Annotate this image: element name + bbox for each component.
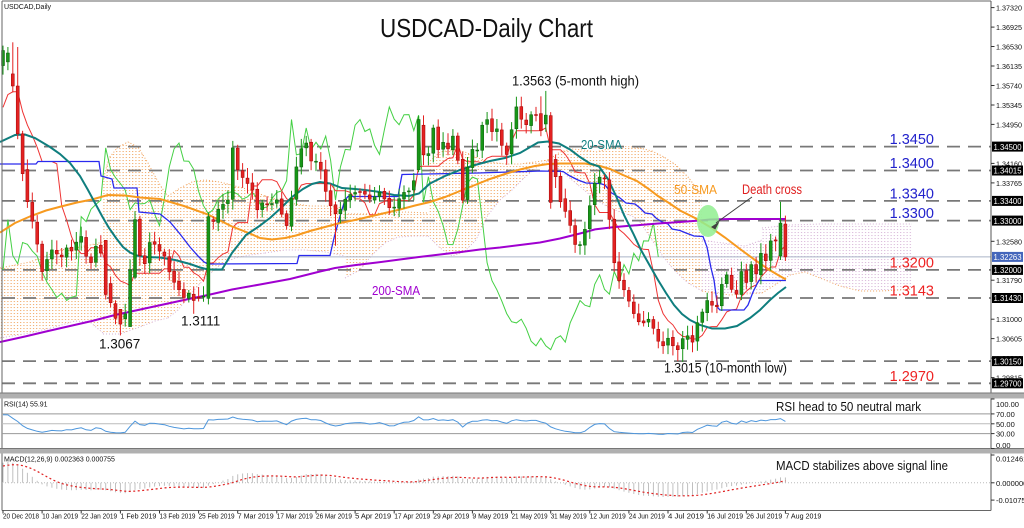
svg-text:0.00: 0.00 — [996, 441, 1011, 450]
svg-text:1.3400: 1.3400 — [890, 156, 934, 172]
svg-text:Death cross: Death cross — [742, 182, 802, 197]
svg-text:1.33400: 1.33400 — [994, 197, 1023, 206]
svg-text:17 Apr 2019: 17 Apr 2019 — [394, 514, 430, 521]
svg-text:20 Dec 2018: 20 Dec 2018 — [3, 514, 39, 521]
svg-text:1 Feb 2019: 1 Feb 2019 — [120, 514, 156, 521]
svg-text:30.00: 30.00 — [996, 430, 1015, 439]
svg-text:200-SMA: 200-SMA — [372, 284, 421, 298]
svg-text:1.35345: 1.35345 — [996, 101, 1022, 110]
svg-text:50.00: 50.00 — [996, 420, 1015, 429]
svg-text:1.3111: 1.3111 — [181, 314, 220, 329]
svg-text:16 Jul 2019: 16 Jul 2019 — [707, 514, 743, 521]
svg-text:31 May 2019: 31 May 2019 — [551, 514, 587, 521]
svg-text:RSI head to 50 neutral mark: RSI head to 50 neutral mark — [776, 400, 922, 414]
svg-text:1.36135: 1.36135 — [996, 62, 1022, 71]
svg-text:1.37320: 1.37320 — [996, 4, 1022, 13]
svg-text:1.34950: 1.34950 — [996, 120, 1022, 129]
svg-text:25 Feb 2019: 25 Feb 2019 — [199, 514, 235, 521]
svg-text:1.2970: 1.2970 — [890, 369, 934, 385]
svg-text:0.012461: 0.012461 — [996, 455, 1024, 464]
svg-text:1.3067: 1.3067 — [99, 337, 140, 352]
svg-text:10 Jan 2019: 10 Jan 2019 — [42, 514, 78, 521]
svg-text:1.35740: 1.35740 — [996, 82, 1022, 91]
svg-text:7 Mar 2019: 7 Mar 2019 — [238, 514, 274, 521]
svg-text:1.3143: 1.3143 — [890, 284, 934, 300]
svg-text:1.3300: 1.3300 — [890, 206, 934, 222]
svg-text:1.31790: 1.31790 — [996, 276, 1022, 285]
svg-text:1.31430: 1.31430 — [994, 294, 1023, 303]
svg-text:29 Apr 2019: 29 Apr 2019 — [433, 514, 469, 521]
svg-text:1.33765: 1.33765 — [996, 179, 1022, 188]
svg-text:1.3563 (5-month high): 1.3563 (5-month high) — [512, 74, 639, 89]
svg-text:1.29700: 1.29700 — [994, 380, 1023, 389]
svg-text:13 Feb 2019: 13 Feb 2019 — [160, 514, 196, 521]
svg-text:5 Apr 2019: 5 Apr 2019 — [355, 514, 391, 521]
svg-text:MACD stabilizes above signal l: MACD stabilizes above signal line — [776, 459, 948, 473]
svg-text:26 Jul 2019: 26 Jul 2019 — [746, 514, 782, 521]
svg-text:26 Mar 2019: 26 Mar 2019 — [316, 514, 352, 521]
svg-text:1.34500: 1.34500 — [994, 143, 1023, 152]
svg-text:1.36530: 1.36530 — [996, 43, 1022, 52]
svg-text:24 Jun 2019: 24 Jun 2019 — [629, 514, 665, 521]
svg-text:20-SMA: 20-SMA — [581, 138, 623, 152]
svg-text:RSI(14) 55.91: RSI(14) 55.91 — [4, 402, 48, 409]
svg-text:1.33000: 1.33000 — [994, 217, 1023, 226]
svg-text:70.00: 70.00 — [996, 410, 1015, 419]
svg-text:100.00: 100.00 — [996, 400, 1019, 409]
svg-text:1.34015: 1.34015 — [994, 167, 1023, 176]
svg-text:1.3200: 1.3200 — [890, 255, 934, 271]
svg-text:1.34160: 1.34160 — [996, 159, 1022, 168]
svg-text:1.30150: 1.30150 — [994, 357, 1023, 366]
svg-text:21 May 2019: 21 May 2019 — [512, 514, 548, 521]
svg-text:1.31000: 1.31000 — [996, 315, 1022, 324]
svg-text:0.000000: 0.000000 — [996, 479, 1024, 488]
svg-text:50-SMA: 50-SMA — [674, 183, 718, 197]
svg-text:7 Aug 2019: 7 Aug 2019 — [785, 514, 821, 521]
svg-text:1.32263: 1.32263 — [994, 253, 1023, 262]
svg-text:9 May 2019: 9 May 2019 — [472, 514, 508, 521]
svg-text:-0.010751: -0.010751 — [996, 496, 1024, 505]
svg-text:1.36925: 1.36925 — [996, 23, 1022, 32]
svg-text:USDCAD-Daily Chart: USDCAD-Daily Chart — [380, 13, 594, 43]
svg-text:1.32000: 1.32000 — [994, 266, 1023, 275]
svg-text:1.32580: 1.32580 — [996, 237, 1022, 246]
svg-text:1.30605: 1.30605 — [996, 335, 1022, 344]
svg-text:4 Jul 2019: 4 Jul 2019 — [668, 514, 704, 521]
svg-text:12 Jun 2019: 12 Jun 2019 — [590, 514, 626, 521]
svg-text:MACD(12,26,9) 0.002363 0.00075: MACD(12,26,9) 0.002363 0.000755 — [4, 457, 115, 464]
svg-text:17 Mar 2019: 17 Mar 2019 — [277, 514, 313, 521]
svg-text:1.29815: 1.29815 — [996, 374, 1022, 383]
svg-text:USDCAD,Daily: USDCAD,Daily — [4, 4, 52, 11]
svg-text:1.3015 (10-month low): 1.3015 (10-month low) — [664, 361, 787, 376]
svg-text:1.3340: 1.3340 — [890, 186, 934, 202]
svg-text:1.3450: 1.3450 — [890, 132, 934, 148]
svg-text:22 Jan 2019: 22 Jan 2019 — [81, 514, 117, 521]
